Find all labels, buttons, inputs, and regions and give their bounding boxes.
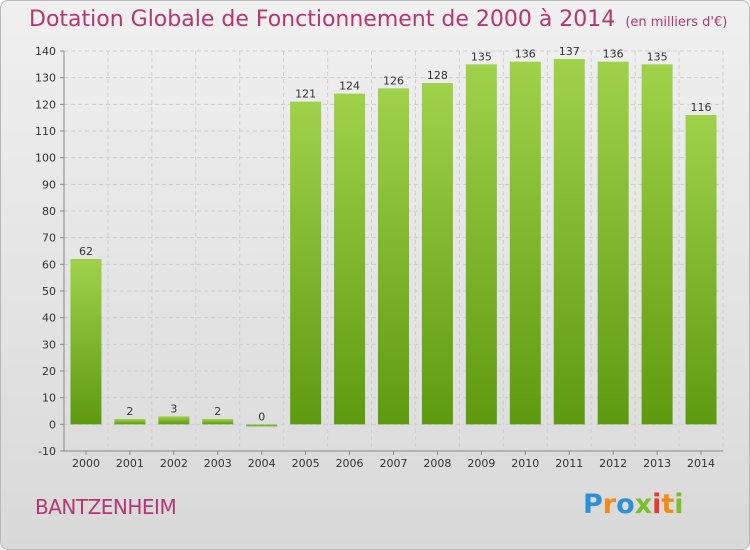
label-layer: 62 2 3 2 0 121 124 126 128 135 136 137 136 135 116 — [79, 45, 712, 423]
x-tick-label: 2000 — [72, 457, 100, 470]
x-tick-label: 2001 — [116, 457, 144, 470]
bar — [158, 416, 190, 425]
x-tick-label: 2007 — [380, 457, 408, 470]
axis-layer: -100102030405060708090100110120130140200… — [35, 45, 723, 470]
x-tick-label: 2004 — [248, 457, 276, 470]
y-tick-label: 70 — [42, 232, 56, 245]
y-tick-label: 60 — [42, 258, 56, 271]
x-tick-label: 2005 — [292, 457, 320, 470]
bar — [597, 61, 629, 425]
x-tick-label: 2002 — [160, 457, 188, 470]
y-tick-label: 0 — [49, 418, 56, 431]
value-label: 135 — [647, 50, 668, 63]
bar — [70, 259, 102, 425]
value-label: 3 — [170, 402, 177, 415]
value-label: 62 — [79, 245, 93, 258]
bar — [421, 83, 453, 425]
y-tick-label: 40 — [42, 312, 56, 325]
bar — [378, 88, 409, 425]
bar — [290, 101, 322, 425]
bar — [465, 64, 497, 425]
value-label: 136 — [515, 48, 536, 61]
y-tick-label: 10 — [42, 392, 56, 405]
x-tick-label: 2003 — [204, 457, 232, 470]
y-tick-label: 120 — [35, 98, 56, 111]
y-tick-label: 80 — [42, 205, 56, 218]
value-label: 136 — [603, 48, 624, 61]
y-tick-label: -10 — [38, 445, 56, 458]
bar — [334, 93, 366, 425]
logo-letter: t — [661, 489, 675, 520]
bar — [685, 115, 717, 425]
x-tick-label: 2008 — [423, 457, 451, 470]
x-tick-label: 2006 — [336, 457, 364, 470]
y-tick-label: 20 — [42, 365, 56, 378]
bar — [114, 419, 146, 425]
logo-letter: o — [616, 489, 635, 520]
chart-subtitle: (en milliers d'€) — [625, 15, 728, 30]
logo-letter: x — [634, 489, 653, 520]
value-label: 116 — [691, 101, 712, 114]
x-tick-label: 2012 — [599, 457, 627, 470]
value-label: 0 — [258, 410, 265, 423]
logo-letter: P — [583, 489, 603, 520]
y-tick-label: 90 — [42, 178, 56, 191]
value-label: 124 — [339, 80, 360, 93]
y-tick-label: 50 — [42, 285, 56, 298]
value-label: 137 — [559, 45, 580, 58]
bar — [553, 59, 585, 425]
y-tick-label: 100 — [35, 152, 56, 165]
value-label: 2 — [126, 405, 133, 418]
bar — [509, 61, 541, 425]
logo-letter: i — [652, 489, 662, 520]
commune-name: BANTZENHEIM — [35, 495, 177, 519]
y-tick-label: 30 — [42, 338, 56, 351]
chart-title-text: Dotation Globale de Fonctionnement de 20… — [29, 7, 616, 32]
bar-layer — [70, 59, 717, 427]
bar — [246, 424, 278, 427]
value-label: 126 — [383, 74, 404, 87]
x-tick-label: 2013 — [643, 457, 671, 470]
y-tick-label: 140 — [35, 45, 56, 58]
bar — [641, 64, 673, 425]
x-tick-label: 2014 — [687, 457, 715, 470]
value-label: 135 — [471, 50, 492, 63]
logo-letter: i — [674, 489, 684, 520]
x-tick-label: 2011 — [555, 457, 583, 470]
x-tick-label: 2009 — [467, 457, 495, 470]
bar — [202, 419, 234, 425]
proxiti-logo: Proxiti — [583, 489, 684, 520]
chart-title: Dotation Globale de Fonctionnement de 20… — [29, 7, 727, 32]
value-label: 121 — [295, 88, 316, 101]
y-tick-label: 110 — [35, 125, 56, 138]
value-label: 128 — [427, 69, 448, 82]
y-tick-label: 130 — [35, 72, 56, 85]
value-label: 2 — [214, 405, 221, 418]
logo-letter: r — [602, 489, 617, 520]
x-tick-label: 2010 — [511, 457, 539, 470]
